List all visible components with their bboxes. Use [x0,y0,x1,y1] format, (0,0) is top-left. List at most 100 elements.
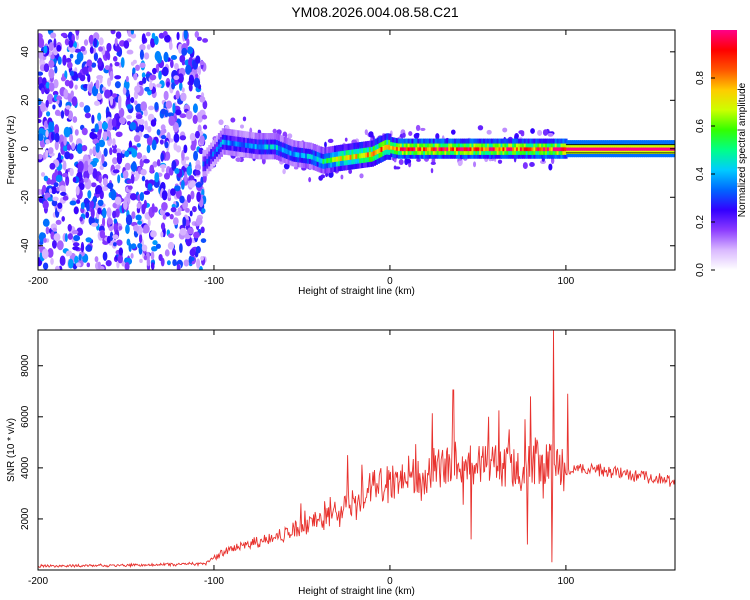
signal-cell [651,146,655,151]
signal-cell [616,146,620,151]
signal-cell [450,146,454,152]
signal-cell [335,155,340,162]
signal-cell [283,151,287,159]
signal-cell [246,136,251,144]
signal-cell [483,142,487,148]
noise-cell [77,161,84,172]
signal-cell [225,138,229,146]
signal-cell [581,149,585,154]
spectrogram-y-tick-label: 0 [20,146,31,152]
signal-cell [661,140,665,145]
signal-cell [357,147,361,154]
spectrogram-frame [37,29,676,271]
signal-cell [566,140,570,145]
signal-cell [275,153,280,160]
signal-cell [434,142,438,148]
signal-cell [297,155,301,163]
signal-cell [411,142,415,148]
signal-cell [339,164,344,171]
signal-cell [258,152,262,160]
noise-cell [107,77,112,87]
spectrogram-y-axis-label: Frequency (Hz) [6,116,17,185]
haze-cell [359,173,364,179]
noise-cell [112,55,118,62]
signal-cell [341,154,345,161]
signal-cell [318,161,322,168]
noise-cell [171,160,177,172]
signal-cell [287,143,291,150]
signal-cell [608,146,613,151]
signal-cell [277,139,282,146]
signal-cell [455,146,460,152]
signal-cell [558,138,562,144]
signal-cell [661,149,665,154]
signal-cell [283,146,287,154]
noise-cell [143,190,151,195]
signal-cell [500,146,504,152]
signal-cell [515,146,520,152]
signal-cell [566,143,570,148]
signal-cell [475,149,479,155]
noise-cell [199,135,205,145]
noise-cell [172,102,176,114]
signal-cell [500,138,504,144]
signal-cell [365,146,369,153]
signal-cell [250,137,254,144]
signal-cell [446,138,450,144]
signal-cell [231,144,235,151]
signal-cell [388,153,392,160]
signal-cell [202,159,206,167]
signal-cell [548,142,553,148]
signal-cell [494,149,498,155]
signal-cell [446,146,450,152]
signal-cell [237,130,241,137]
noise-cell [72,242,80,247]
noise-cell [47,197,54,202]
signal-cell [306,162,311,169]
signal-cell [541,138,545,144]
signal-cell [310,158,315,165]
signal-cell [486,142,491,148]
signal-cell [643,146,647,151]
signal-cell [541,149,545,155]
signal-cell [237,140,241,147]
noise-cell [105,259,112,267]
signal-cell [217,147,222,155]
signal-cell [477,149,481,155]
signal-cell [639,143,644,148]
noise-cell [135,64,140,71]
signal-cell [355,152,359,159]
signal-cell [452,142,456,148]
signal-cell [310,148,315,155]
signal-cell [672,140,675,145]
signal-cell [328,156,332,163]
signal-cell [316,165,320,172]
signal-cell [506,153,510,159]
haze-cell [518,130,525,135]
signal-cell [606,146,611,151]
signal-cell [320,156,324,164]
noise-cell [51,186,57,195]
noise-cell [63,88,68,99]
noise-cell [78,182,85,191]
noise-cell [38,118,42,124]
signal-cell [254,142,258,150]
noise-cell [124,261,130,270]
signal-cell [570,140,574,145]
signal-cell [394,145,398,151]
signal-cell [504,142,508,148]
signal-cell [496,149,500,155]
signal-cell [521,149,525,155]
noise-cell [141,175,146,182]
noise-cell [71,230,79,235]
signal-cell [293,140,297,147]
noise-cell [113,242,117,247]
signal-cell [661,143,665,148]
signal-cell [229,134,233,141]
signal-cell [434,146,438,152]
noise-cell [163,90,169,101]
noise-cell [72,177,77,183]
signal-cell [663,140,667,145]
signal-cell [366,155,371,163]
